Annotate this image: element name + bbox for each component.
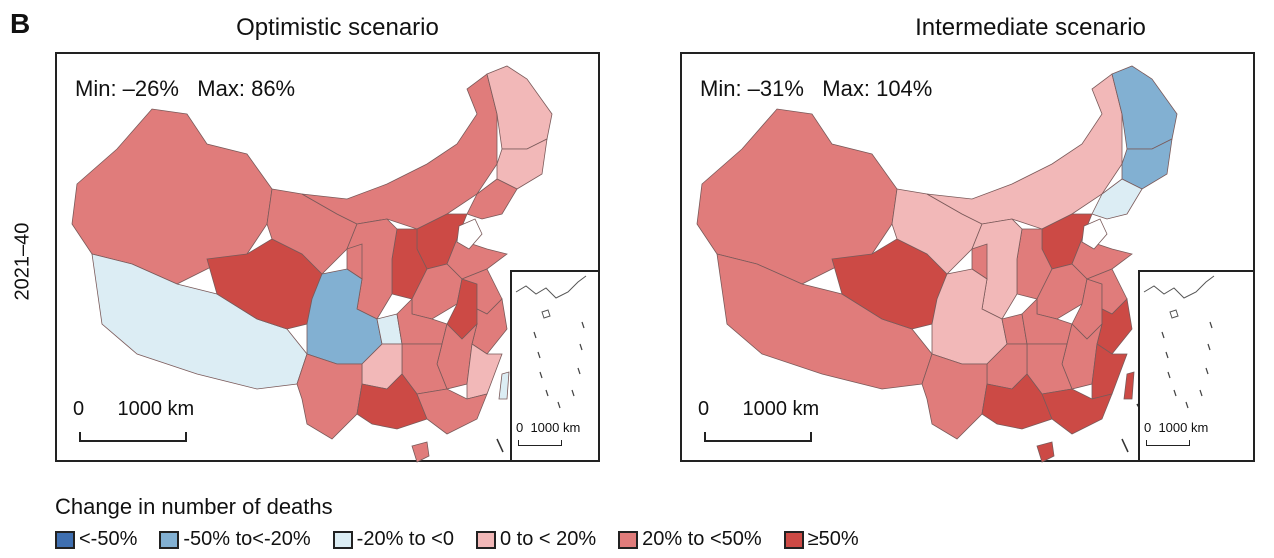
legend-swatch xyxy=(783,530,804,549)
bohai-sea xyxy=(1081,218,1108,250)
legend-label: <-50% xyxy=(79,528,138,550)
legend-label: -50% to<-20% xyxy=(183,528,311,550)
inset-scale-bar xyxy=(518,440,562,446)
maritime-boundary xyxy=(496,438,504,453)
inset-map xyxy=(515,275,587,409)
nine-dash-line-segment xyxy=(581,321,585,329)
nine-dash-line-segment xyxy=(545,389,549,397)
legend-item: <-50% xyxy=(55,528,137,551)
legend-swatch xyxy=(332,530,353,549)
nine-dash-line-segment xyxy=(1207,343,1211,351)
bohai-sea xyxy=(456,218,483,250)
legend-label: ≥50% xyxy=(807,528,859,550)
region-inner-mongolia xyxy=(301,73,498,230)
max-label: Max: 104% xyxy=(822,76,933,101)
period-label: 2021–40 xyxy=(11,222,34,301)
legend-swatch xyxy=(159,530,180,549)
choropleth-map xyxy=(696,65,1178,463)
inset-scale-label: 0 1000 km xyxy=(516,420,581,435)
inset-scale-label: 0 1000 km xyxy=(1144,420,1209,435)
nine-dash-line-segment xyxy=(579,343,583,351)
nine-dash-line-segment xyxy=(571,389,575,397)
legend: <-50% -50% to<-20% -20% to <0 0 to < 20%… xyxy=(55,528,859,551)
legend-item: 20% to <50% xyxy=(618,528,762,551)
inset-coastline xyxy=(515,275,587,319)
legend-item: -20% to <0 xyxy=(332,528,454,551)
south-china-sea-inset: 0 1000 km xyxy=(510,270,600,462)
region-guangdong xyxy=(416,388,488,435)
legend-label: -20% to <0 xyxy=(356,528,454,550)
map-panel-optimistic: Min: –26% Max: 86% 0 1000 km 0 1000 km xyxy=(55,52,600,463)
region-taiwan xyxy=(498,371,510,400)
legend-swatch xyxy=(618,530,639,549)
region-fujian xyxy=(1091,343,1128,400)
panel-title-optimistic: Optimistic scenario xyxy=(236,14,439,41)
region-inner-mongolia xyxy=(926,73,1123,230)
nine-dash-line-segment xyxy=(1199,389,1203,397)
region-hainan xyxy=(411,441,430,463)
inset-coastline xyxy=(1143,275,1215,319)
max-label: Max: 86% xyxy=(197,76,296,101)
min-max-label: Min: –31% Max: 104% xyxy=(700,76,932,102)
nine-dash-line-segment xyxy=(1185,401,1189,409)
scale-label: 0 1000 km xyxy=(698,398,820,420)
region-yunnan xyxy=(296,353,363,440)
inset-scale-bar xyxy=(1146,440,1190,446)
nine-dash-line-segment xyxy=(1167,371,1171,379)
south-china-sea-inset: 0 1000 km xyxy=(1138,270,1255,462)
scale-label: 0 1000 km xyxy=(73,398,195,420)
region-taiwan xyxy=(1123,371,1135,400)
nine-dash-line-segment xyxy=(533,331,537,339)
panel-label: B xyxy=(10,8,31,39)
nine-dash-line-segment xyxy=(1205,367,1209,375)
legend-swatch xyxy=(55,530,75,549)
nine-dash-line-segment xyxy=(1161,331,1165,339)
nine-dash-line-segment xyxy=(1173,389,1177,397)
region-jilin xyxy=(496,138,548,190)
scale-bar xyxy=(704,432,812,442)
legend-item: ≥50% xyxy=(783,528,859,551)
region-guangdong xyxy=(1041,388,1113,435)
region-yunnan xyxy=(921,353,988,440)
choropleth-map xyxy=(71,65,553,463)
legend-item: -50% to<-20% xyxy=(159,528,311,551)
region-jilin xyxy=(1121,138,1173,190)
nine-dash-line-segment xyxy=(557,401,561,409)
nine-dash-line-segment xyxy=(1209,321,1213,329)
nine-dash-line-segment xyxy=(539,371,543,379)
region-fujian xyxy=(466,343,503,400)
panel-title-intermediate: Intermediate scenario xyxy=(915,14,1146,41)
min-label: Min: –26% xyxy=(75,76,179,101)
nine-dash-line-segment xyxy=(537,351,541,359)
nine-dash-line-segment xyxy=(577,367,581,375)
nine-dash-line-segment xyxy=(1165,351,1169,359)
legend-title: Change in number of deaths xyxy=(55,494,333,519)
legend-swatch xyxy=(475,530,496,549)
min-label: Min: –31% xyxy=(700,76,804,101)
legend-label: 0 to < 20% xyxy=(499,528,597,550)
min-max-label: Min: –26% Max: 86% xyxy=(75,76,295,102)
map-panel-intermediate: Min: –31% Max: 104% 0 1000 km 0 1000 km xyxy=(680,52,1255,463)
legend-item: 0 to < 20% xyxy=(475,528,597,551)
maritime-boundary xyxy=(1121,438,1129,453)
legend-label: 20% to <50% xyxy=(642,528,762,550)
inset-map xyxy=(1143,275,1215,409)
region-hainan xyxy=(1036,441,1055,463)
scale-bar xyxy=(79,432,187,442)
